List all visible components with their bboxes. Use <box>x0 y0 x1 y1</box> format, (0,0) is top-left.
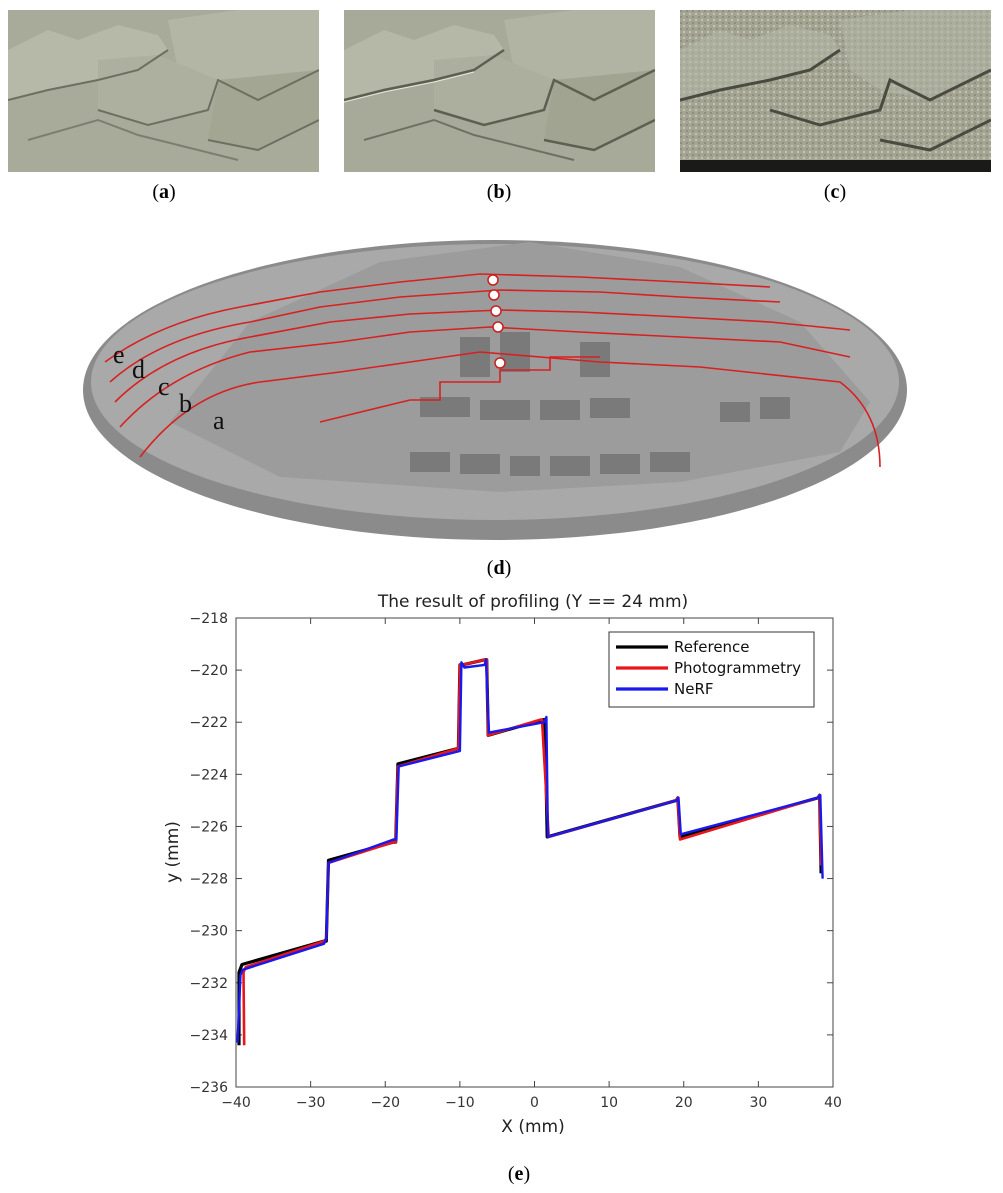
x-tick-label: 10 <box>600 1095 618 1111</box>
x-tick-label: 0 <box>530 1095 539 1111</box>
chart-title: The result of profiling (Y == 24 mm) <box>377 592 688 612</box>
profile-letter-e: e <box>113 340 125 369</box>
y-tick-label: −218 <box>190 611 228 627</box>
panel-b-image <box>344 10 655 172</box>
legend-label-photogrammetry: Photogrammetry <box>674 659 801 677</box>
legend-box <box>608 631 815 708</box>
profile-letter-b: b <box>179 389 192 418</box>
panel-d-image: a b c d e <box>80 222 920 547</box>
legend-label-reference: Reference <box>674 638 750 656</box>
y-tick-label: −226 <box>190 819 229 835</box>
y-tick-label: −236 <box>190 1080 229 1096</box>
x-tick-label: 30 <box>749 1095 767 1111</box>
y-tick-label: −232 <box>190 976 228 992</box>
y-tick-label: −228 <box>190 872 228 888</box>
y-tick-label: −224 <box>190 767 229 783</box>
y-axis-label: y (mm) <box>163 821 183 883</box>
caption-c: (c) <box>823 181 847 203</box>
y-tick-label: −230 <box>190 924 228 940</box>
profiling-chart: The result of profiling (Y == 24 mm) −21… <box>163 592 842 1137</box>
legend-label-nerf: NeRF <box>674 680 714 698</box>
caption-a: (a) <box>152 181 176 203</box>
profile-letter-c: c <box>158 372 170 401</box>
y-tick-label: −222 <box>190 715 228 731</box>
caption-e: (e) <box>507 1163 531 1185</box>
x-tick-label: 20 <box>675 1095 693 1111</box>
profile-letter-d: d <box>132 355 145 384</box>
x-axis-label: X (mm) <box>501 1117 564 1137</box>
y-tick-label: −220 <box>190 663 228 679</box>
profile-letter-a: a <box>213 406 225 435</box>
panel-c-image <box>680 10 991 172</box>
x-tick-label: −10 <box>445 1095 475 1111</box>
x-tick-label: 40 <box>824 1095 842 1111</box>
caption-d: (d) <box>486 557 512 579</box>
x-tick-label: −40 <box>221 1095 251 1111</box>
y-tick-label: −234 <box>190 1028 229 1044</box>
series-line-nerf <box>236 658 824 1043</box>
x-tick-label: −20 <box>370 1095 400 1111</box>
legend: Reference Photogrammetry NeRF <box>608 631 815 708</box>
panel-a-image <box>8 10 319 172</box>
x-tick-label: −30 <box>296 1095 326 1111</box>
caption-b: (b) <box>486 181 512 203</box>
